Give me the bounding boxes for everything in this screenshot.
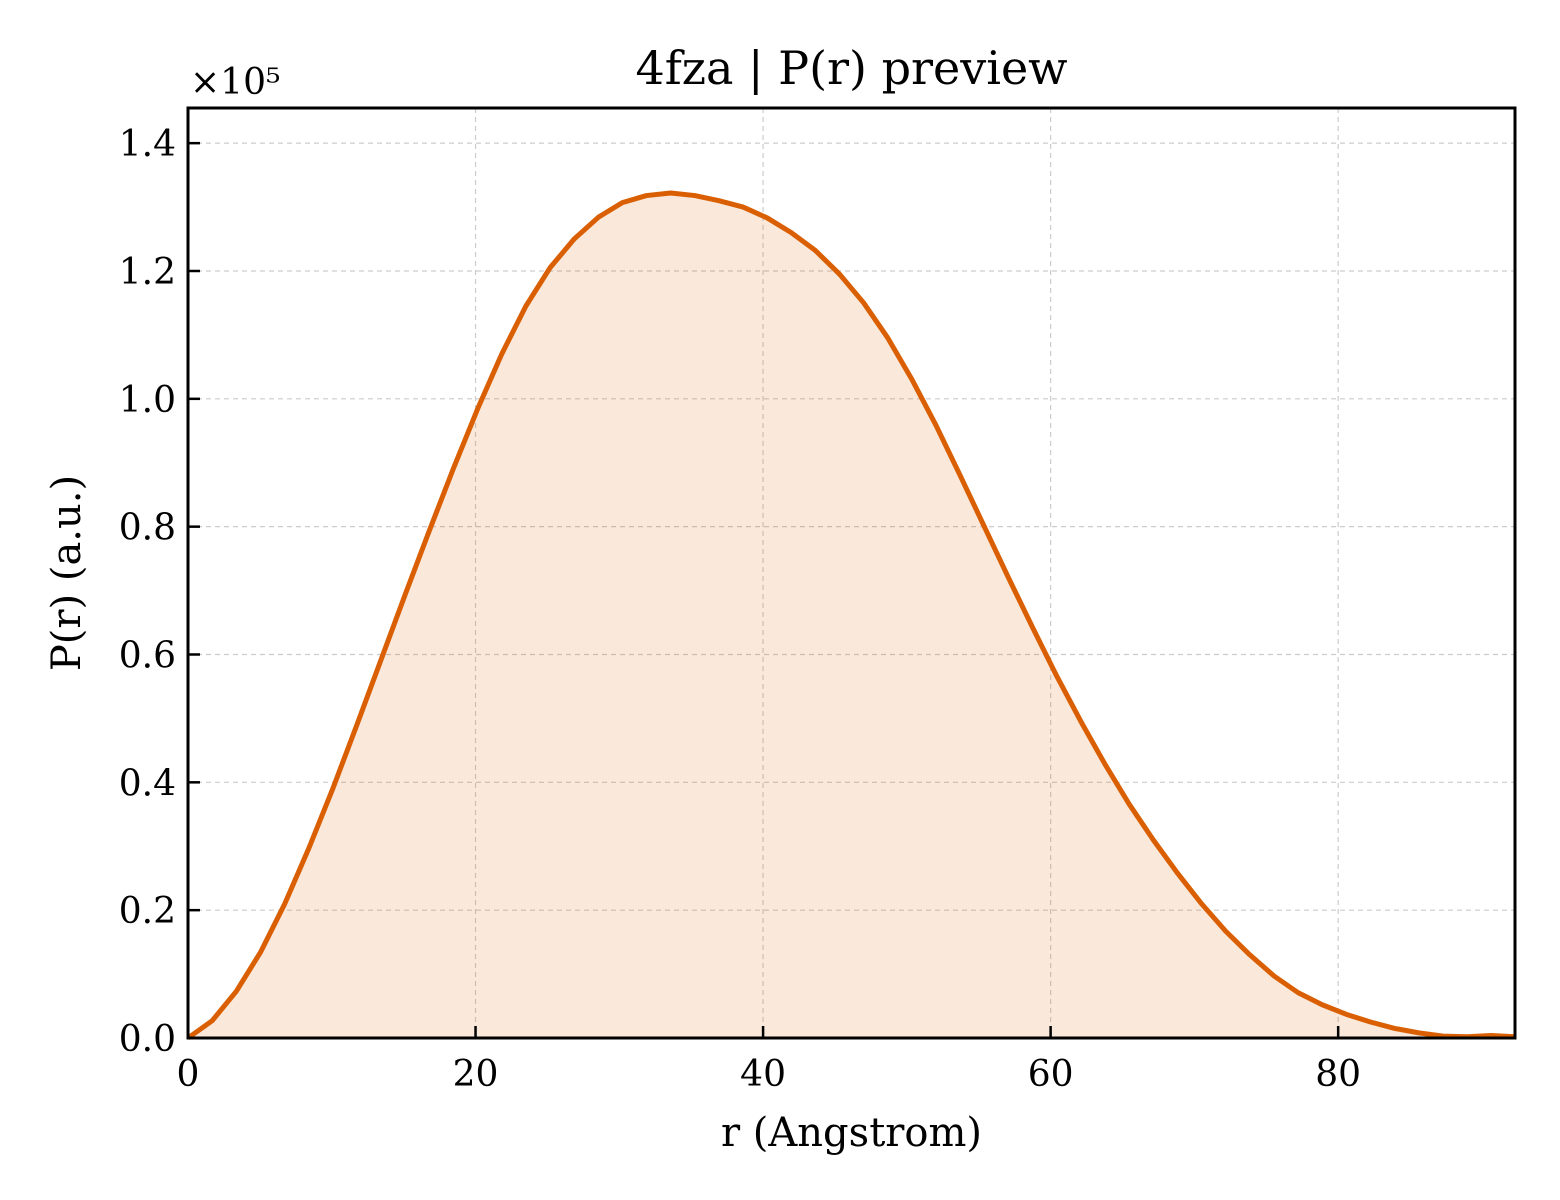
pr-series-line: [186, 190, 1516, 1041]
tick-labels: 0 20 40 60 80 0.0 0.2 0.4 0.6 0.8 1.0 1.2 1.4: [119, 124, 1361, 1095]
x-tick-label: 80: [1315, 1054, 1361, 1095]
y-tick-label: 0.8: [119, 508, 176, 549]
y-axis-offset-label: ×10⁵: [190, 62, 280, 103]
x-tick-label: 20: [453, 1054, 499, 1095]
y-tick-label: 0.2: [119, 891, 176, 932]
x-tick-label: 40: [740, 1054, 786, 1095]
y-axis-label: P(r) (a.u.): [44, 475, 90, 671]
y-tick-label: 0.4: [119, 763, 176, 804]
x-tick-label: 60: [1028, 1054, 1074, 1095]
grid: [188, 108, 1515, 1038]
y-tick-label: 1.0: [119, 380, 176, 421]
y-tick-label: 1.4: [119, 124, 176, 165]
y-tick-label: 0.0: [119, 1019, 176, 1060]
x-axis-label: r (Angstrom): [721, 1110, 982, 1156]
y-tick-label: 1.2: [119, 252, 176, 293]
x-tick-label: 0: [177, 1054, 200, 1095]
chart-title: 4fza | P(r) preview: [635, 41, 1067, 95]
plot-frame: [186, 106, 1517, 1040]
y-tick-label: 0.6: [119, 635, 176, 676]
pr-area-fill: [188, 193, 1515, 1038]
